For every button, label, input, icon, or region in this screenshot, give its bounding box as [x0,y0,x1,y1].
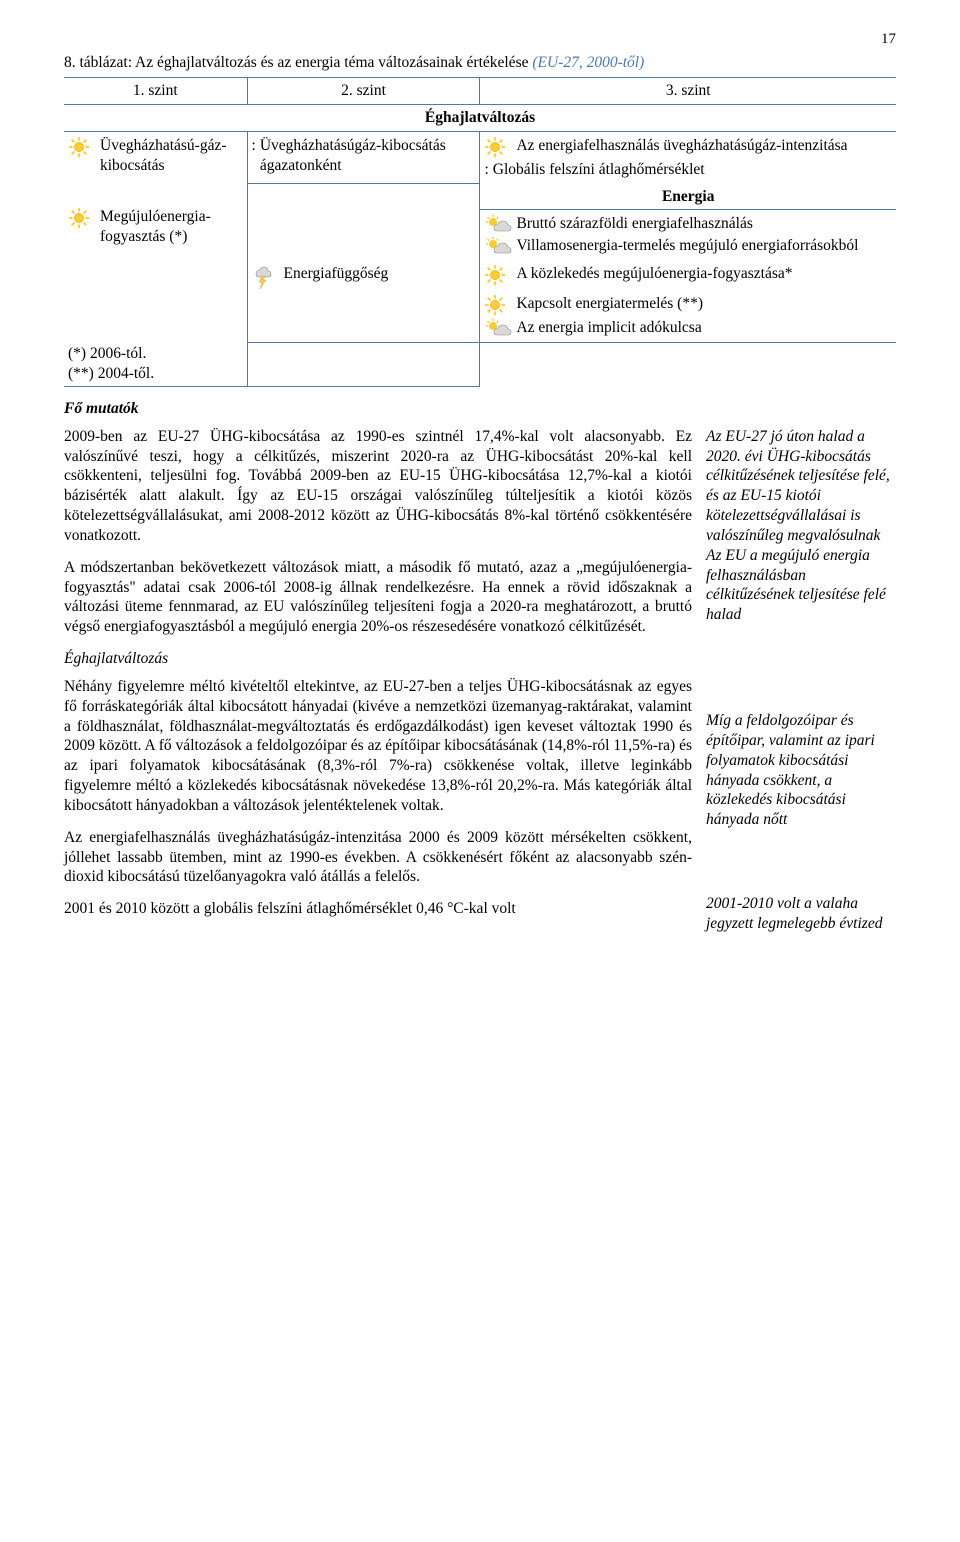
table-header-row: 1. szint 2. szint 3. szint [64,78,896,105]
table-caption-suffix: (EU-27, 2000-től) [532,54,644,71]
paragraph-1: 2009-ben az EU-27 ÜHG-kibocsátása az 199… [64,427,692,546]
sun-icon [484,136,508,158]
note1: (*) 2006-tól. [68,344,243,364]
sun-cloud-icon [484,214,508,230]
subheader-climate: Éghajlatváltozás [425,109,535,126]
paragraph-3: Néhány figyelemre méltó kivételtől eltek… [64,677,692,816]
col3-header: 3. szint [666,82,711,99]
col3-e4: Kapcsolt energiatermelés (**) [516,294,703,314]
main-table: 1. szint 2. szint 3. szint Éghajlatválto… [64,77,896,387]
paragraph-2: A módszertanban bekövetkezett változások… [64,558,692,637]
col3-row2: Globális felszíni átlaghőmérséklet [493,160,705,180]
table-row: (*) 2006-tól. (**) 2004-től. [64,342,896,386]
col2-row1: Üvegházhatásúgáz-kibocsátás ágazatonként [260,136,476,176]
two-column-section: 2009-ben az EU-27 ÜHG-kibocsátása az 199… [64,427,896,934]
col2-r1-prefix: : [252,136,256,156]
col1-row1: Üvegházhatású-gáz-kibocsátás [100,136,243,176]
col3-e1: Bruttó szárazföldi energiafelhasználás [516,214,752,234]
col1-row2: Megújulóenergia-fogyasztás (*) [100,207,243,247]
table-row: Üvegházhatású-gáz-kibocsátás Megújulóene… [64,131,896,183]
col3-r2-prefix: : [484,160,488,180]
col3-e2: Villamosenergia-termelés megújuló energi… [516,236,858,256]
page-number: 17 [64,30,896,49]
sun-icon [484,264,508,286]
fo-mutatok-heading: Fő mutatók [64,399,896,419]
sun-cloud-icon [484,236,508,252]
cloud-bolt-icon [252,264,276,288]
paragraph-5: 2001 és 2010 között a globális felszíni … [64,899,692,919]
col3-e5: Az energia implicit adókulcsa [516,318,701,338]
sun-icon [68,207,92,229]
table-caption: 8. táblázat: Az éghajlatváltozás és az e… [64,53,896,73]
sidenote-2: Míg a feldolgozóipar és építőipar, valam… [706,711,896,830]
note2: (**) 2004-től. [68,364,243,384]
col3-row1: Az energiafelhasználás üvegházhatásúgáz-… [516,136,847,156]
sun-cloud-icon [484,318,508,334]
body-left: 2009-ben az EU-27 ÜHG-kibocsátása az 199… [64,427,692,934]
sun-icon [484,294,508,316]
subheader-energy: Energia [662,188,715,205]
paragraph-4: Az energiafelhasználás üvegházhatásúgáz-… [64,828,692,887]
side-column: Az EU-27 jó úton halad a 2020. évi ÜHG-k… [706,427,896,934]
col2-row2: Energiafüggőség [284,264,389,284]
col1-header: 1. szint [133,82,178,99]
table-caption-prefix: 8. táblázat: Az éghajlatváltozás és az e… [64,54,532,71]
sun-icon [68,136,92,158]
subheader-climate-row: Éghajlatváltozás [64,104,896,131]
col2-header: 2. szint [341,82,386,99]
col3-e3: A közlekedés megújulóenergia-fogyasztása… [516,264,792,284]
climate-subheading: Éghajlatváltozás [64,649,692,669]
sidenote-3: 2001-2010 volt a valaha jegyzett legmele… [706,894,896,934]
sidenote-1: Az EU-27 jó úton halad a 2020. évi ÜHG-k… [706,427,896,625]
